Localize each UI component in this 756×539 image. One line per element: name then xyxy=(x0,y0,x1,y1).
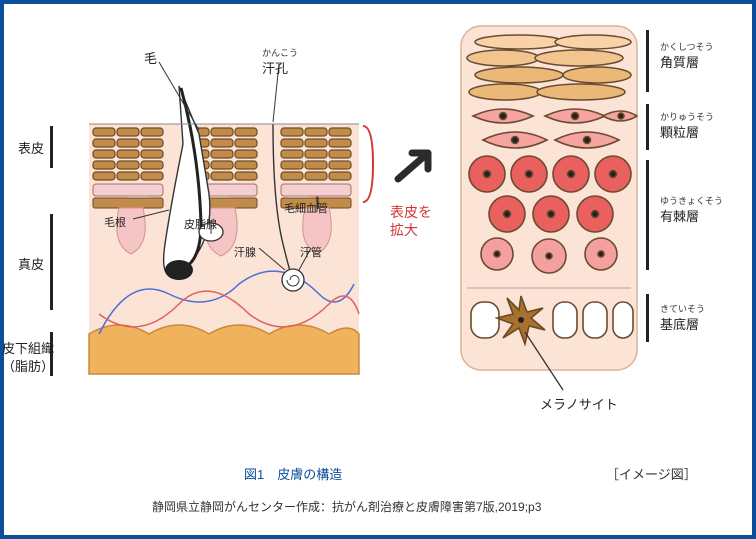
figure-caption: 図1 皮膚の構造 xyxy=(244,464,342,483)
image-tag: ［イメージ図］ xyxy=(606,464,697,483)
label-sweatgland: 汗腺 xyxy=(234,244,256,260)
bar-l2 xyxy=(646,104,649,150)
label-sebaceous: 皮脂腺 xyxy=(184,216,217,232)
bar-l4 xyxy=(646,294,649,342)
label-pore: 汗孔 xyxy=(262,58,288,77)
zoom-arrow-icon xyxy=(392,139,442,189)
bar-l3 xyxy=(646,160,649,270)
label-sweatduct: 汗管 xyxy=(300,244,322,260)
arrow-note-2: 拡大 xyxy=(390,220,418,240)
bar-l1 xyxy=(646,30,649,92)
label-hairroot: 毛根 xyxy=(104,214,126,230)
diagram-stage: 毛 かんこう 汗孔 表皮 真皮 皮下組織 （脂肪） 毛根 皮脂腺 毛細血管 汗腺… xyxy=(4,4,752,535)
label-l2: 顆粒層 xyxy=(660,122,699,141)
label-melanocyte: メラノサイト xyxy=(540,394,618,413)
label-epidermis: 表皮 xyxy=(18,138,44,157)
label-dermis: 真皮 xyxy=(18,254,44,273)
bar-epidermis xyxy=(50,126,53,168)
label-l1: 角質層 xyxy=(660,52,699,71)
label-hair: 毛 xyxy=(144,48,157,67)
label-capillary: 毛細血管 xyxy=(284,200,328,216)
arrow-note-1: 表皮を xyxy=(390,202,432,222)
epidermis-magnified xyxy=(453,20,663,400)
label-subcut2: （脂肪） xyxy=(2,356,50,375)
source-line: 静岡県立静岡がんセンター作成：抗がん剤治療と皮膚障害第7版,2019;p3 xyxy=(152,498,541,515)
bar-dermis xyxy=(50,214,53,310)
left-leaders xyxy=(59,34,479,454)
label-l3: 有棘層 xyxy=(660,206,699,225)
label-l4: 基底層 xyxy=(660,314,699,333)
label-subcut1: 皮下組織 xyxy=(2,338,50,357)
